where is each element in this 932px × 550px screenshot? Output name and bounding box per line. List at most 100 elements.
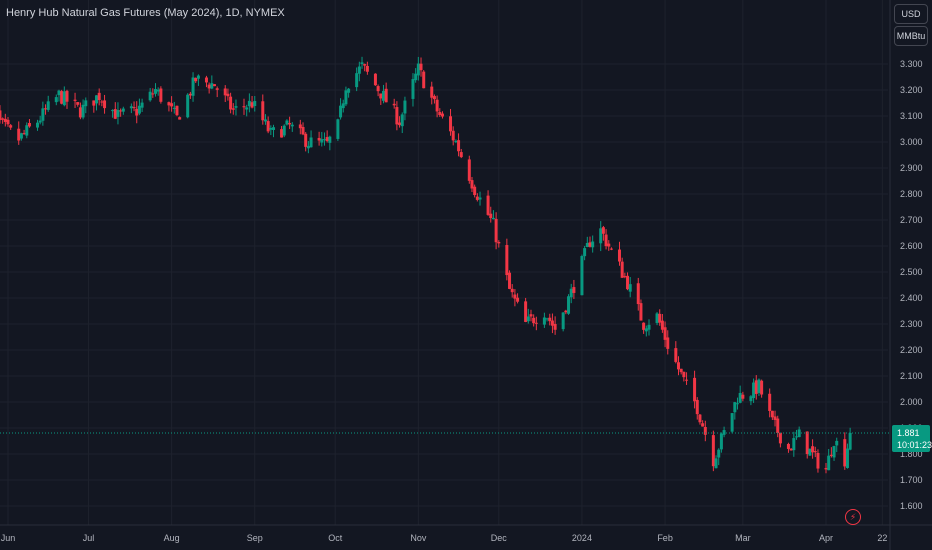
candle-body [813, 451, 817, 453]
candle-body [325, 137, 329, 142]
y-tick-label: 2.400 [900, 293, 923, 303]
candle-body [172, 107, 176, 109]
y-tick-label: 3.000 [900, 137, 923, 147]
candle-body [792, 438, 796, 451]
bar-countdown: 10:01:23 [897, 440, 932, 450]
candle-body [827, 455, 831, 471]
x-tick-label: Dec [491, 533, 508, 543]
candle-body [92, 100, 96, 106]
candle-body [773, 416, 777, 420]
candle-body [178, 117, 182, 120]
candle-body [22, 133, 26, 135]
candle-body [534, 322, 538, 324]
y-tick-label: 3.200 [900, 85, 923, 95]
candle-body [357, 66, 361, 74]
candle-body [438, 112, 442, 115]
candle-body [301, 127, 305, 135]
candle-body [322, 139, 326, 141]
candle-body [786, 443, 790, 449]
candle-body [398, 122, 402, 126]
candle-body [449, 116, 453, 132]
candle-body [186, 94, 190, 118]
candle-body [730, 413, 734, 432]
candle-body [682, 371, 686, 378]
candle-body [19, 133, 23, 139]
candle-body [567, 296, 571, 314]
candle-body [553, 323, 557, 330]
candle-body [317, 137, 321, 141]
candle-body [9, 125, 13, 128]
currency-button[interactable]: USD [894, 4, 928, 24]
candle-body [269, 127, 273, 130]
candle-body [430, 86, 434, 98]
candle-body [505, 245, 509, 276]
y-tick-label: 1.800 [900, 449, 923, 459]
candle-body [38, 120, 42, 123]
candle-body [679, 368, 683, 373]
candle-body [545, 318, 549, 320]
candle-body [591, 241, 595, 248]
y-tick-label: 2.500 [900, 267, 923, 277]
candle-body [78, 107, 82, 118]
candle-body [717, 449, 721, 458]
candle-body [416, 63, 420, 76]
candle-body [194, 77, 198, 82]
candle-body [36, 122, 40, 128]
x-tick-label: Apr [819, 533, 833, 543]
candle-body [188, 93, 192, 96]
x-tick-label: 2024 [572, 533, 592, 543]
candle-body [478, 197, 482, 200]
candle-body [768, 393, 772, 411]
candle-body [693, 377, 697, 402]
x-tick-label: Sep [247, 533, 263, 543]
candle-body [304, 133, 308, 147]
y-tick-label: 2.000 [900, 397, 923, 407]
candle-body [204, 77, 208, 83]
candle-body [738, 392, 742, 403]
candle-body [494, 218, 498, 243]
candle-body [467, 159, 471, 181]
candle-body [320, 139, 324, 143]
candle-body [373, 73, 377, 86]
candle-body [564, 310, 568, 313]
candle-body [749, 396, 753, 402]
candle-body [808, 448, 812, 456]
candle-body [306, 145, 310, 149]
candle-body [451, 130, 455, 141]
candle-body [526, 316, 530, 322]
x-tick-label: Oct [328, 533, 343, 543]
candle-body [829, 454, 833, 456]
candle-body [770, 410, 774, 418]
candle-body [529, 314, 533, 317]
candle-body [432, 96, 436, 100]
chart-title: Henry Hub Natural Gas Futures (May 2024)… [6, 7, 285, 19]
candle-body [175, 105, 179, 116]
lightning-icon[interactable]: ⚡ [845, 509, 861, 525]
candle-body [210, 83, 214, 89]
candle-body [516, 297, 520, 302]
x-tick-label: Jul [83, 533, 95, 543]
candle-body [95, 95, 99, 104]
candle-body [419, 63, 423, 71]
candle-body [701, 423, 705, 427]
candle-body [347, 88, 351, 93]
candle-body [572, 287, 576, 293]
candle-body [674, 348, 678, 362]
y-tick-label: 2.300 [900, 319, 923, 329]
unit-button[interactable]: MMBtu [894, 26, 928, 46]
candle-body [623, 276, 627, 278]
candle-body [491, 217, 495, 220]
candle-body [272, 127, 276, 130]
candle-body [288, 123, 292, 125]
candle-body [733, 402, 737, 413]
candle-body [711, 435, 715, 467]
candle-body [57, 90, 61, 96]
candle-body [658, 313, 662, 323]
x-tick-label: Nov [410, 533, 427, 543]
y-tick-label: 1.600 [900, 501, 923, 511]
candle-body [148, 91, 152, 101]
candle-body [797, 429, 801, 438]
candle-body [666, 337, 670, 349]
candle-body [676, 362, 680, 370]
